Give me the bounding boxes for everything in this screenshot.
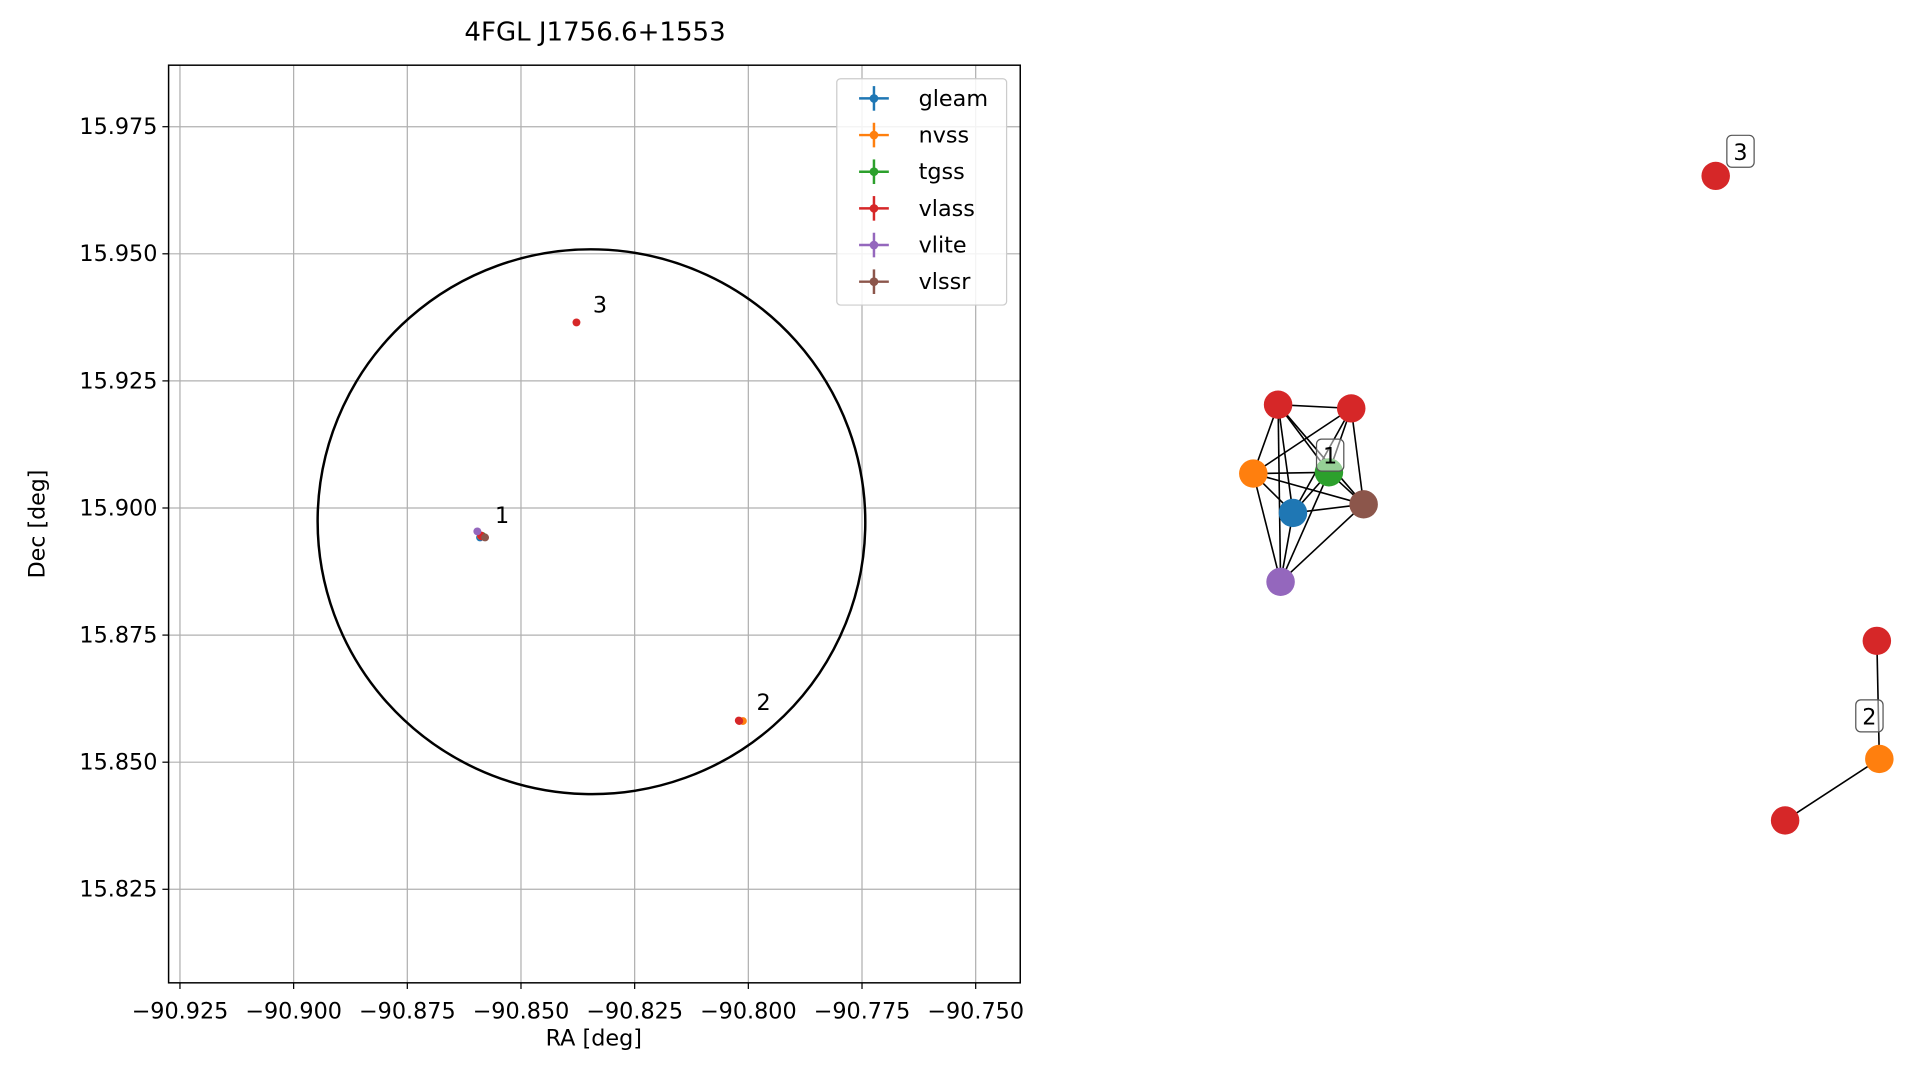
x-tick-label: −90.850 bbox=[473, 999, 570, 1025]
y-tick-label: 15.900 bbox=[79, 495, 157, 521]
legend-label: gleam bbox=[919, 86, 988, 112]
graph-node bbox=[1266, 567, 1295, 596]
node-label-box bbox=[1315, 438, 1345, 472]
legend-label: vlass bbox=[919, 196, 975, 222]
node-label-box bbox=[1726, 134, 1755, 168]
y-tick-label: 15.825 bbox=[79, 877, 157, 903]
graph-edge bbox=[1280, 503, 1365, 583]
graph-node bbox=[1336, 394, 1366, 423]
plot-frame bbox=[167, 64, 1021, 984]
chart-title: 4FGL J1756.6+1553 bbox=[464, 18, 725, 48]
graph-edge bbox=[1277, 404, 1282, 582]
graph-node bbox=[1239, 459, 1268, 488]
graph-node bbox=[1862, 626, 1892, 656]
graph-edge bbox=[1253, 472, 1364, 506]
graph-edge bbox=[1279, 472, 1330, 583]
y-tick-label: 15.925 bbox=[79, 368, 157, 394]
annotation: 2 bbox=[757, 690, 771, 716]
graph-edge bbox=[1252, 407, 1352, 475]
legend-label: nvss bbox=[919, 123, 970, 149]
x-tick-label: −90.875 bbox=[359, 999, 456, 1025]
data-point bbox=[735, 717, 744, 725]
legend-marker bbox=[869, 130, 879, 140]
graph-node bbox=[1770, 806, 1800, 835]
x-tick-label: −90.900 bbox=[245, 999, 342, 1025]
legend-label: tgss bbox=[919, 159, 965, 185]
legend-marker bbox=[869, 204, 879, 213]
data-point bbox=[473, 527, 482, 536]
x-tick-label: −90.775 bbox=[814, 999, 911, 1025]
graph-edge bbox=[1277, 404, 1294, 514]
node-label: 1 bbox=[1323, 444, 1337, 470]
legend-marker bbox=[869, 94, 879, 103]
legend-marker bbox=[869, 277, 879, 286]
y-axis-label: Dec [deg] bbox=[25, 470, 51, 579]
x-tick-label: −90.750 bbox=[927, 999, 1024, 1025]
node-label: 3 bbox=[1733, 140, 1747, 166]
y-tick-label: 15.950 bbox=[79, 241, 157, 267]
graph-node bbox=[1701, 161, 1730, 191]
graph-node bbox=[1278, 498, 1308, 528]
graph-node bbox=[1263, 390, 1293, 419]
x-tick-label: −90.925 bbox=[132, 999, 229, 1025]
graph-edge bbox=[1350, 408, 1365, 505]
x-axis-label: RA [deg] bbox=[546, 1026, 642, 1052]
legend-label: vlite bbox=[919, 232, 967, 258]
legend-marker bbox=[869, 167, 879, 177]
y-tick-label: 15.975 bbox=[79, 114, 157, 140]
graph-edge bbox=[1252, 473, 1282, 583]
annotation: 1 bbox=[495, 503, 509, 529]
legend-marker bbox=[869, 240, 879, 250]
x-tick-label: −90.800 bbox=[700, 999, 797, 1025]
graph-edge bbox=[1784, 758, 1880, 822]
error-ellipse bbox=[316, 248, 867, 796]
graph-node bbox=[1349, 490, 1378, 519]
node-label-box bbox=[1855, 699, 1884, 733]
data-point bbox=[572, 318, 581, 327]
data-point bbox=[481, 533, 490, 542]
y-tick-label: 15.850 bbox=[79, 750, 157, 776]
legend-label: vlssr bbox=[919, 269, 972, 295]
graph-node bbox=[1865, 744, 1894, 774]
node-label: 2 bbox=[1862, 705, 1876, 731]
y-tick-label: 15.875 bbox=[79, 623, 157, 649]
x-tick-label: −90.825 bbox=[586, 999, 683, 1025]
annotation: 3 bbox=[593, 293, 607, 319]
